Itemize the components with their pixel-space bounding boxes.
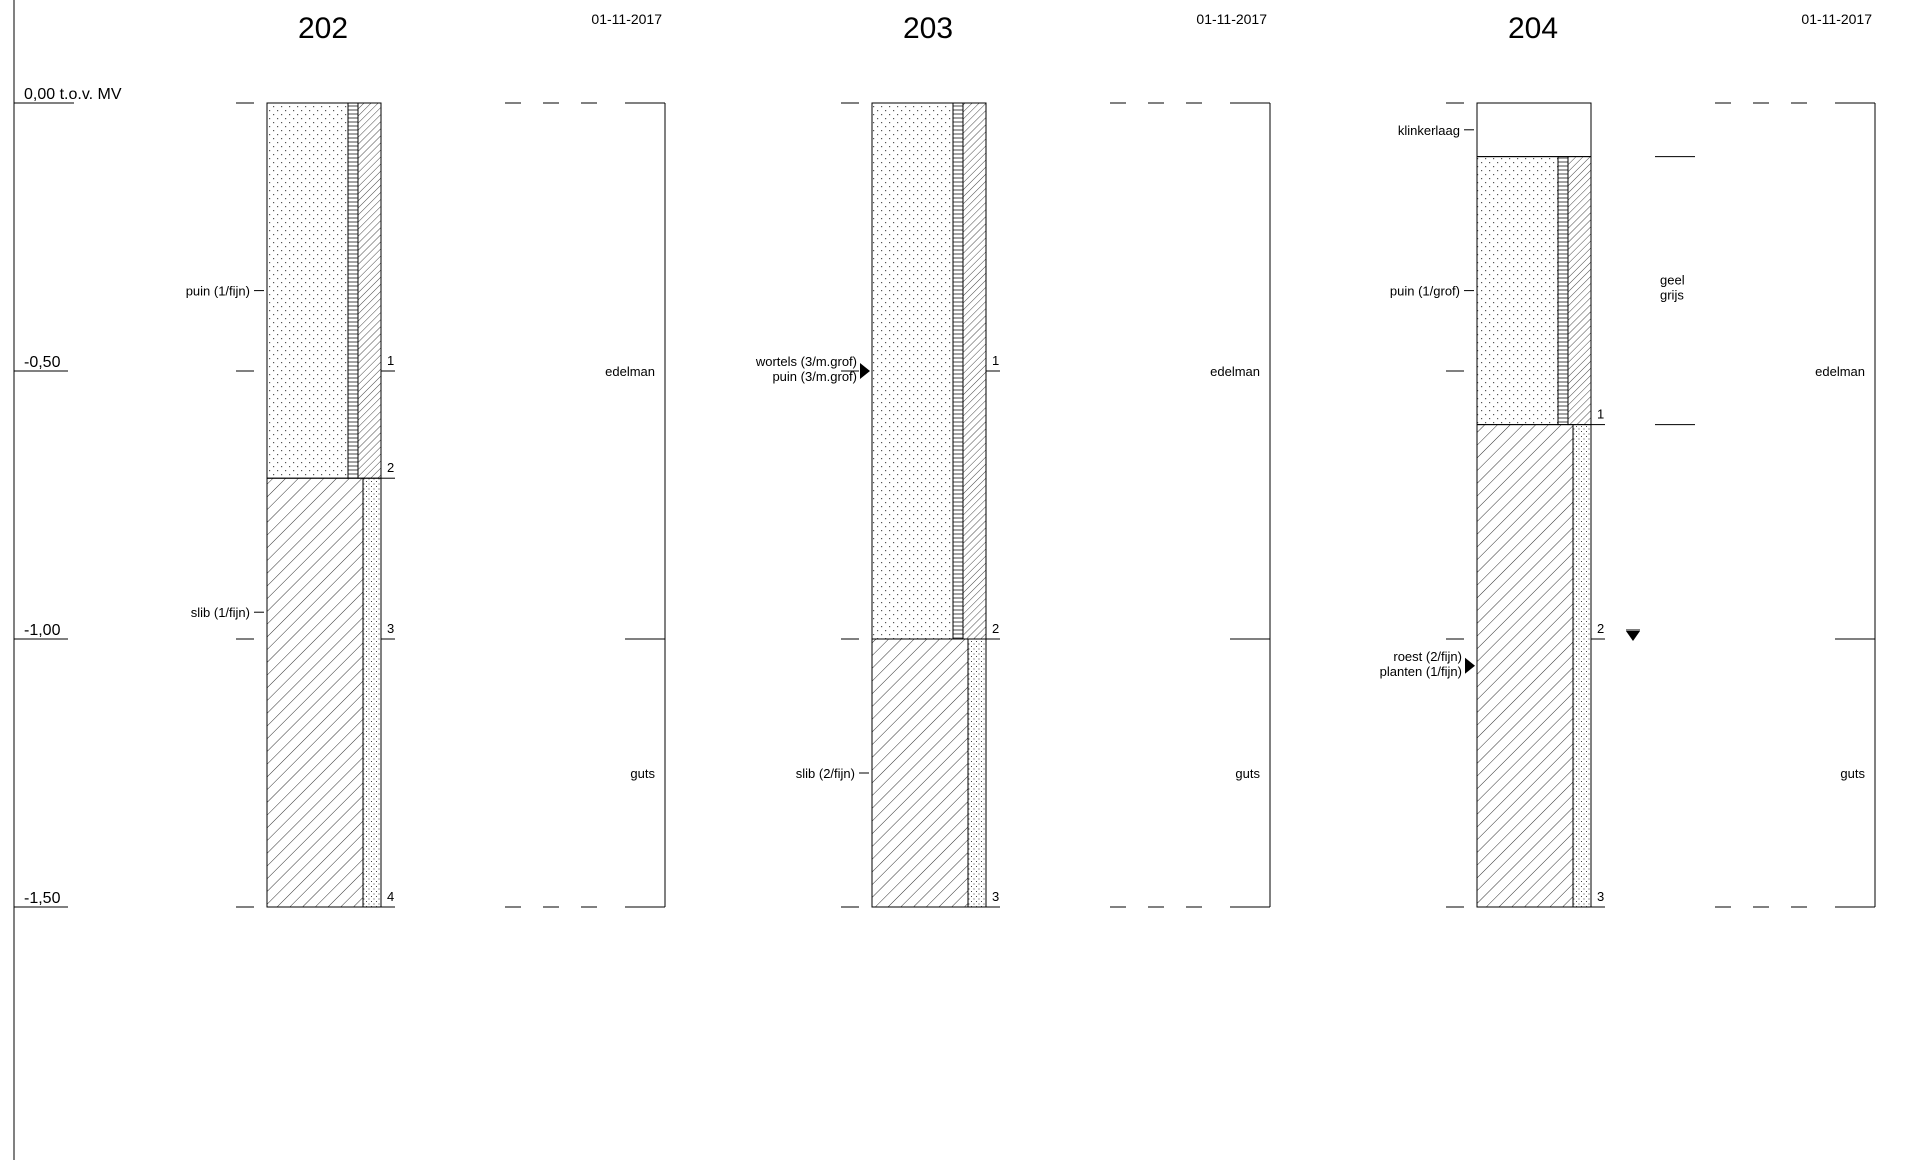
color-note: grijs [1660,288,1684,303]
soil-column-sand [967,638,987,908]
layer-label: slib (2/fijn) [796,766,855,781]
layer-label: puin (1/grof) [1390,284,1460,299]
annotation-text: wortels (3/m.grof) [755,354,857,369]
borehole-date: 01-11-2017 [591,11,662,27]
soil-column-clay [1567,156,1592,426]
boreholes: 202 01-11-2017 puin (1/fijn) slib (1/fijn) 1… [186,11,1876,908]
sample-number: 1 [1597,407,1604,422]
method-label: edelman [1210,364,1260,379]
borehole-203: 203 01-11-2017 slib (2/fijn) wortels (3/m.g… [755,11,1271,908]
method-label: guts [1235,766,1260,781]
soil-layer-sand [1476,156,1559,426]
method-label: edelman [605,364,655,379]
sample-number: 2 [387,460,394,475]
soil-layer-blank [1476,102,1592,158]
depth-axis-label: -0,50 [24,354,61,371]
soil-column-gravel [952,102,964,640]
borehole-number: 203 [903,12,953,45]
borehole-202: 202 01-11-2017 puin (1/fijn) slib (1/fijn) 1… [186,11,666,908]
borehole-date: 01-11-2017 [1801,11,1872,27]
annotation-marker [860,363,870,379]
depth-axis-label: -1,50 [24,890,61,907]
soil-column-gravel [347,102,359,479]
soil-layer-sand [266,102,349,479]
depth-axis-label: 0,00 t.o.v. MV [24,86,122,103]
annotation-text: planten (1/fijn) [1380,664,1462,679]
soil-column-sand [1572,424,1592,908]
soil-column-clay [357,102,382,479]
layer-label: puin (1/fijn) [186,284,250,299]
sample-number: 2 [1597,621,1604,636]
borehole-date: 01-11-2017 [1196,11,1267,27]
method-label: guts [1840,766,1865,781]
sample-number: 1 [992,353,999,368]
soil-column-gravel [1557,156,1569,426]
sample-number: 4 [387,889,394,904]
annotation-text: puin (3/m.grof) [772,369,857,384]
sample-number: 3 [387,621,394,636]
soil-column-sand [362,477,382,908]
sample-number: 2 [992,621,999,636]
soil-column-clay [962,102,987,640]
sample-number: 3 [1597,889,1604,904]
soil-layer-clay [266,477,364,908]
depth-axis-label: -2,00 [24,1158,61,1160]
color-note: geel [1660,273,1685,288]
layer-label: slib (1/fijn) [191,605,250,620]
groundwater-marker [1626,631,1640,641]
depth-axis-label: -1,00 [24,622,61,639]
soil-layer-sand [871,102,954,640]
sample-number: 1 [387,353,394,368]
method-label: guts [630,766,655,781]
annotation-marker [1465,657,1475,674]
method-label: edelman [1815,364,1865,379]
sample-number: 3 [992,889,999,904]
annotation-text: roest (2/fijn) [1393,649,1462,664]
soil-layer-clay [1476,424,1574,908]
depth-axis: 0,00 t.o.v. MV -0,50 -1,00 -1,50 -2,00 [13,0,122,1160]
soil-layer-clay [871,638,969,908]
borehole-204: 204 01-11-2017 klinkerlaag puin (1/grof) roe… [1380,11,1876,908]
borehole-number: 204 [1508,12,1558,45]
borehole-number: 202 [298,12,348,45]
layer-label: klinkerlaag [1398,123,1460,138]
